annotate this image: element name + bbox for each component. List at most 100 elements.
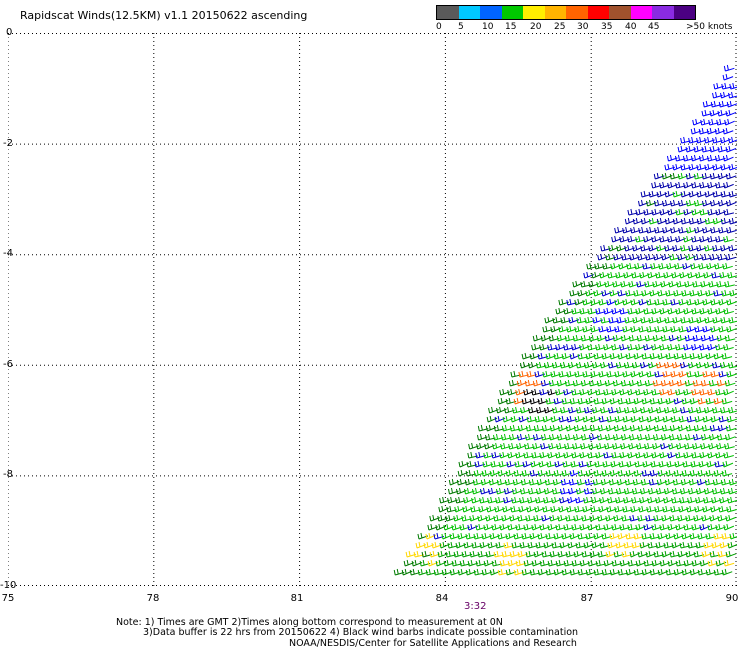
wind-barb: [725, 253, 736, 261]
wind-barb: [728, 91, 737, 99]
wind-barbs: [393, 64, 737, 576]
legend-label: 45: [648, 22, 660, 32]
wind-barb: [723, 343, 734, 351]
wind-barb: [727, 487, 737, 495]
note-line-1: Note: 1) Times are GMT 2)Times along bot…: [116, 617, 503, 628]
lon-label: 78: [146, 593, 160, 604]
wind-barb: [726, 415, 737, 423]
wind-barb: [721, 397, 733, 405]
wind-barb: [728, 244, 737, 252]
wind-barb: [726, 298, 737, 306]
wind-barb: [722, 127, 734, 135]
time-label: 3:32: [464, 601, 487, 612]
legend-label: 35: [601, 22, 613, 32]
legend-label: 20: [530, 22, 542, 32]
legend-label: 15: [505, 22, 517, 32]
wind-barb: [724, 280, 735, 288]
lat-label: -8: [3, 469, 13, 480]
legend-label: 10: [482, 22, 494, 32]
wind-map-plot: [8, 33, 737, 586]
wind-barb: [728, 163, 737, 171]
wind-barb: [723, 235, 734, 243]
legend-label: 5: [458, 22, 464, 32]
wind-barb: [724, 433, 736, 441]
wind-barb: [724, 334, 736, 342]
wind-barb: [721, 568, 733, 576]
legend-labels: 0 5 10 15 20 25 30 35 40 45 >50 knots: [436, 20, 733, 34]
wind-barb: [721, 352, 733, 360]
wind-barb: [723, 208, 735, 216]
wind-barb: [729, 289, 737, 297]
wind-barb: [726, 370, 737, 378]
wind-barb: [724, 442, 735, 450]
legend-color-swatch: [501, 6, 523, 19]
note-line-2: 3)Data buffer is 22 hrs from 20150622 4)…: [143, 627, 579, 638]
lon-label: 90: [725, 593, 739, 604]
wind-barb: [724, 118, 735, 126]
wind-barb: [723, 523, 735, 531]
wind-barb: [728, 406, 737, 414]
wind-barb: [728, 478, 737, 486]
wind-barb: [725, 424, 737, 432]
legend-color-swatch: [587, 6, 609, 19]
legend-label: >50 knots: [686, 22, 733, 32]
wind-barb: [728, 217, 737, 225]
lon-label: 81: [290, 593, 304, 604]
lat-label: -6: [3, 359, 13, 370]
legend-color-swatch: [437, 6, 459, 19]
wind-barb: [726, 325, 737, 333]
legend-color-bar: [436, 5, 696, 20]
lat-label: 0: [6, 27, 13, 38]
wind-barb: [725, 172, 737, 180]
wind-barb: [723, 451, 734, 459]
wind-barb: [721, 469, 733, 477]
lon-label: 87: [580, 593, 594, 604]
wind-barb: [729, 532, 737, 540]
wind-barb: [723, 64, 735, 72]
wind-barb: [725, 550, 737, 558]
legend-color-swatch: [630, 6, 652, 19]
wind-barb: [722, 262, 733, 270]
wind-barb: [729, 82, 737, 90]
wind-barb: [725, 199, 737, 207]
legend-color-swatch: [609, 6, 631, 19]
wind-barb: [727, 541, 737, 549]
wind-barb: [728, 190, 737, 198]
note-line-3: NOAA/NESDIS/Center for Satellite Applica…: [289, 638, 577, 649]
legend-label: 25: [554, 22, 566, 32]
wind-barb: [725, 514, 736, 522]
lon-label: 75: [1, 593, 15, 604]
legend-label: 40: [625, 22, 637, 32]
legend-label: 0: [436, 22, 442, 32]
lat-label: -4: [3, 248, 13, 259]
legend-color-swatch: [652, 6, 674, 19]
lat-label: -2: [3, 138, 13, 149]
wind-barb: [726, 505, 737, 513]
legend-color-swatch: [544, 6, 566, 19]
wind-barb: [723, 388, 734, 396]
wind-speed-legend: 0 5 10 15 20 25 30 35 40 45 >50 knots: [436, 5, 733, 34]
map-title: Rapidscat Winds(12.5KM) v1.1 20150622 as…: [20, 9, 308, 22]
wind-barb: [722, 73, 734, 81]
legend-color-swatch: [523, 6, 545, 19]
wind-barb: [722, 460, 734, 468]
legend-color-swatch: [458, 6, 480, 19]
wind-barb: [727, 496, 737, 504]
legend-color-swatch: [480, 6, 502, 19]
wind-barb: [723, 559, 735, 567]
wind-barb: [728, 316, 737, 324]
lon-label: 84: [435, 593, 449, 604]
wind-barb: [722, 154, 734, 162]
wind-barb: [728, 136, 737, 144]
wind-barb: [727, 271, 737, 279]
wind-barb: [725, 145, 737, 153]
lat-lon-grid: [8, 33, 737, 586]
wind-barb: [726, 226, 737, 234]
wind-barb: [726, 100, 737, 108]
wind-barb: [723, 307, 735, 315]
legend-label: 30: [577, 22, 589, 32]
lat-label: -10: [0, 580, 17, 591]
wind-barb: [724, 379, 736, 387]
legend-color-swatch: [566, 6, 588, 19]
wind-barb: [727, 361, 737, 369]
